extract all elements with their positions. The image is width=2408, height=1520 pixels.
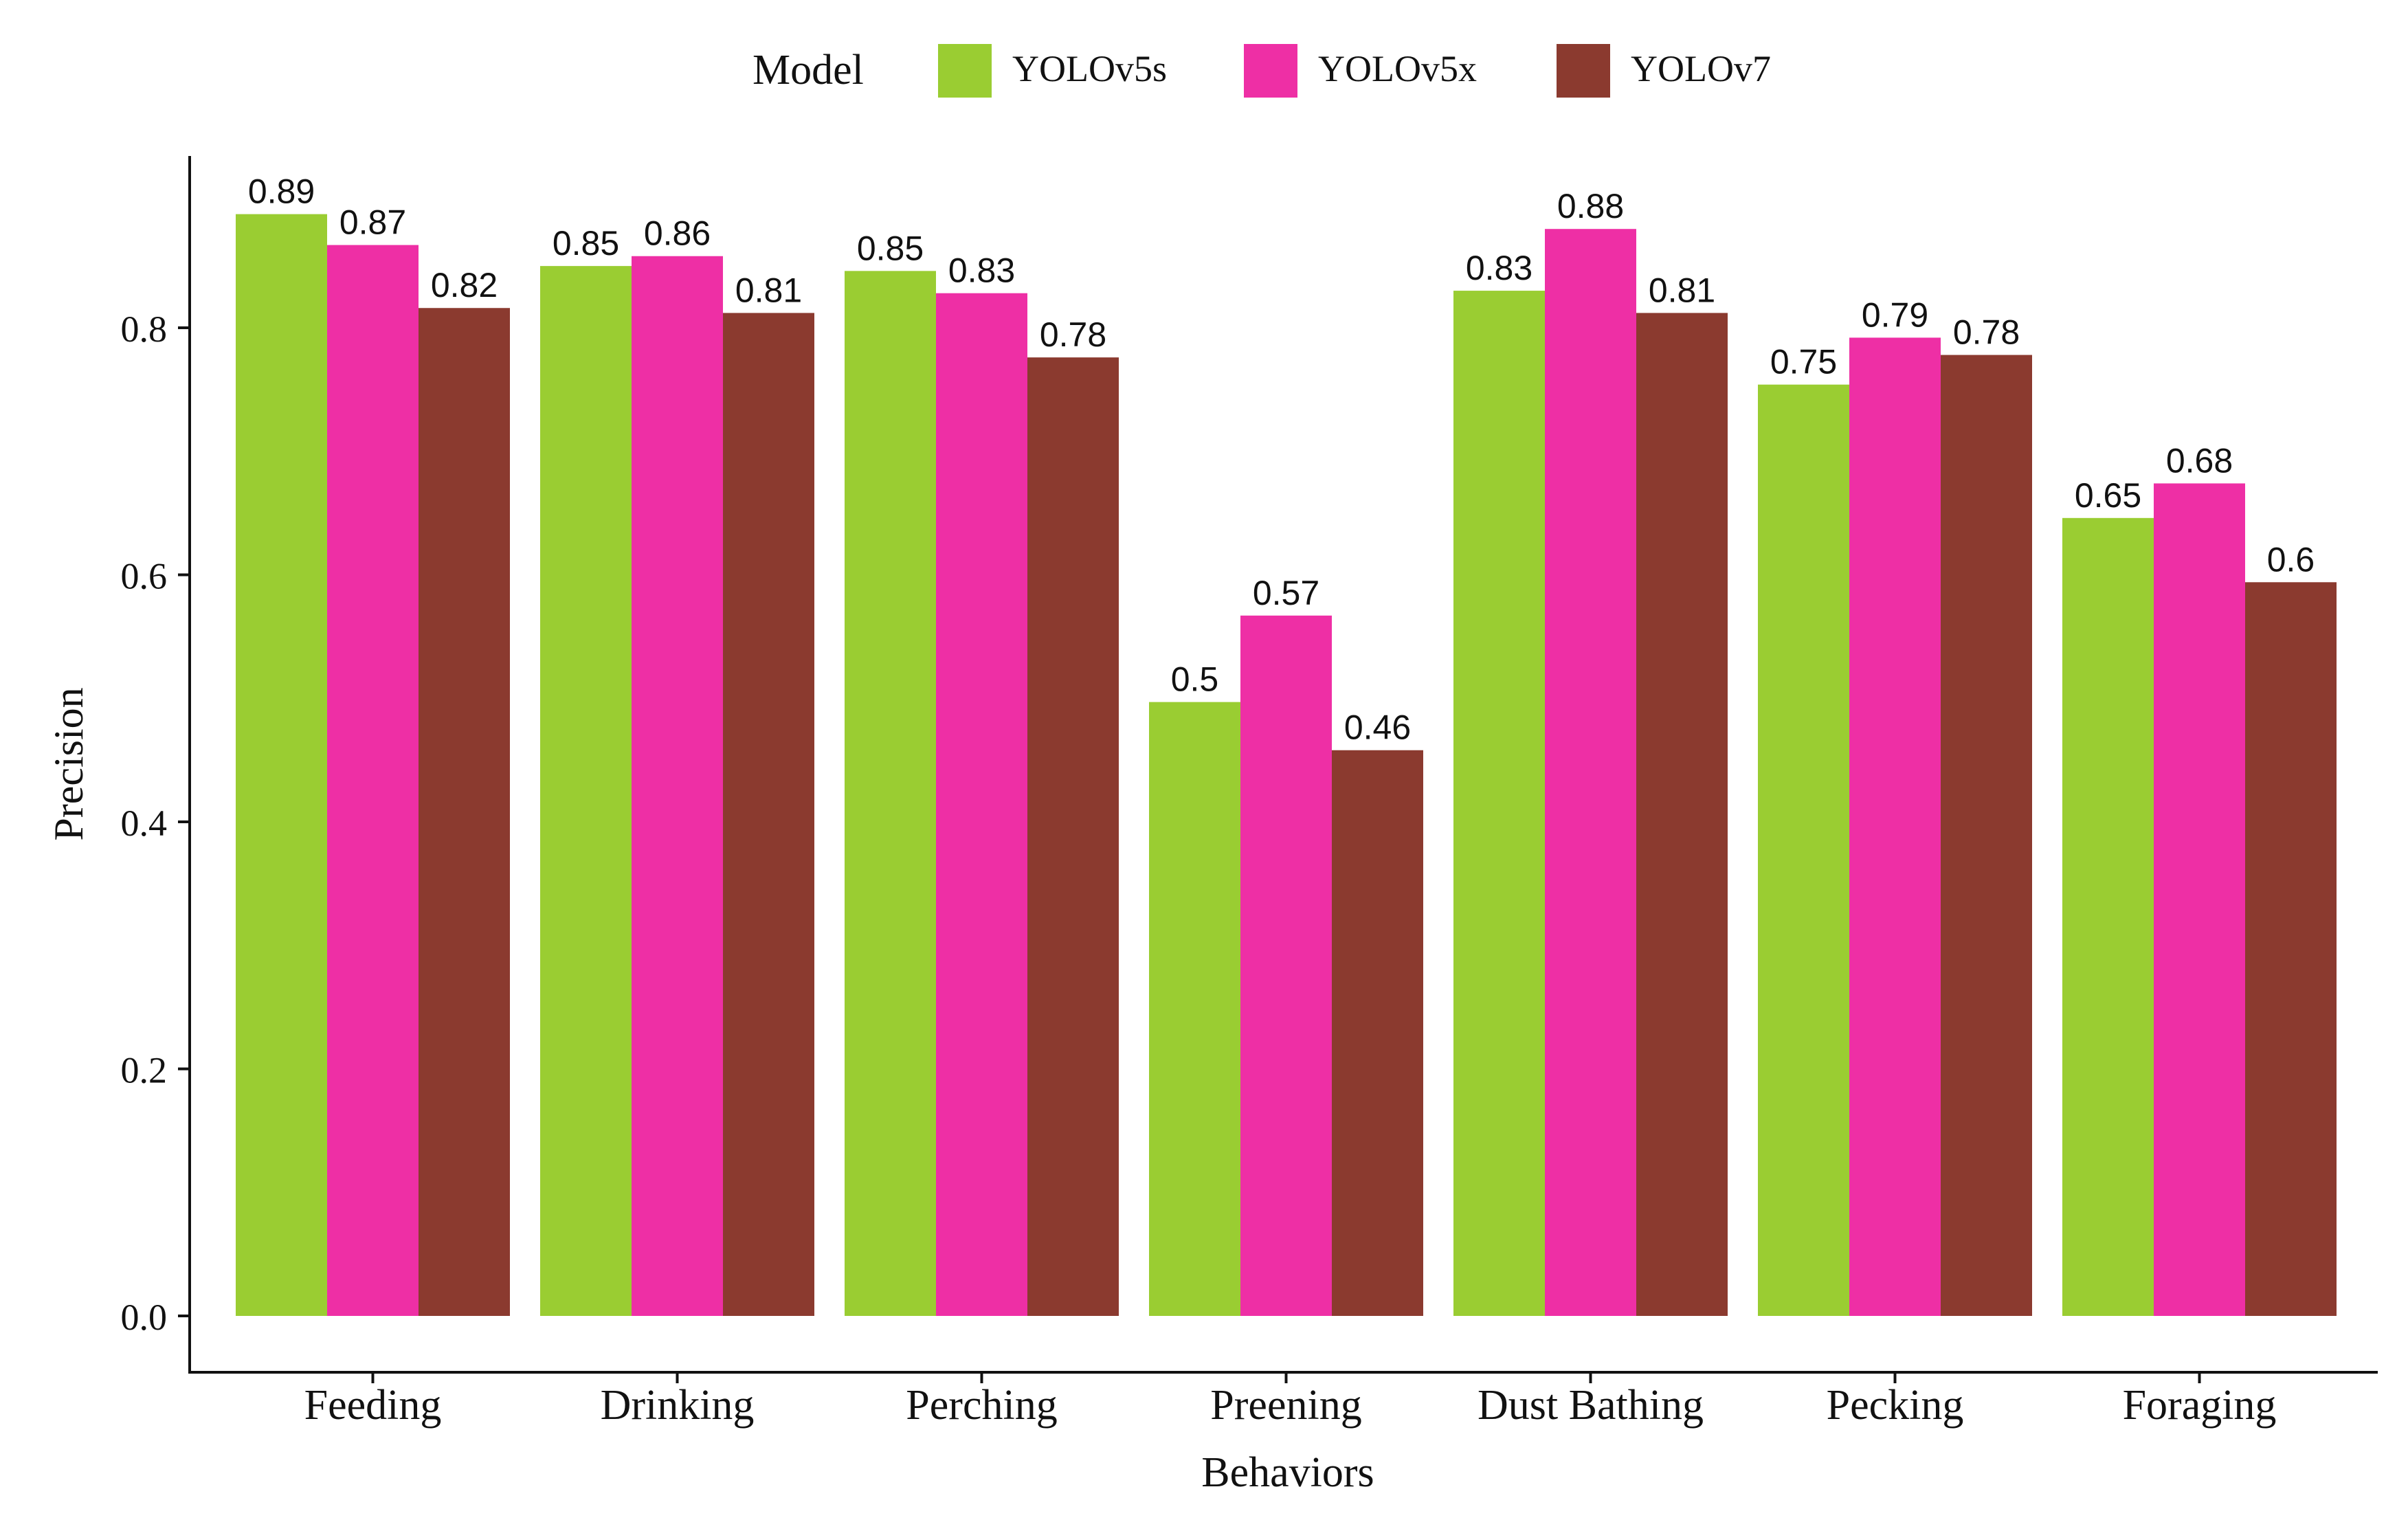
data-label-yolov5x-pecking: 0.79 bbox=[1862, 295, 1928, 334]
data-label-yolov5x-foraging: 0.68 bbox=[2166, 441, 2233, 480]
data-label-yolov5s-dust-bathing: 0.83 bbox=[1466, 249, 1532, 287]
y-axis: 0.0 0.2 0.4 0.6 0.8 bbox=[121, 156, 191, 1372]
data-label-yolov5x-preening: 0.57 bbox=[1253, 574, 1319, 612]
bar-yolov5x-foraging bbox=[2154, 483, 2245, 1316]
data-label-yolov5x-perching: 0.83 bbox=[948, 252, 1015, 290]
data-label-yolov5s-preening: 0.5 bbox=[1171, 660, 1219, 699]
bar-yolov5s-perching bbox=[845, 271, 936, 1317]
x-tick-label-drinking: Drinking bbox=[601, 1382, 755, 1429]
bar-yolov5s-dust-bathing bbox=[1453, 291, 1545, 1317]
bar-yolov5s-drinking bbox=[540, 266, 632, 1316]
x-axis: Feeding Drinking Perching Preening Dust Bath… bbox=[188, 1371, 2378, 1429]
data-label-yolov5x-dust-bathing: 0.88 bbox=[1557, 187, 1624, 225]
y-tick-label: 0.6 bbox=[121, 556, 168, 597]
legend-swatch-yolov5s bbox=[938, 44, 992, 98]
legend-title: Model bbox=[752, 47, 864, 93]
bar-yolov7-foraging bbox=[2245, 582, 2337, 1317]
legend-swatch-yolov7 bbox=[1557, 44, 1610, 98]
data-label-yolov7-feeding: 0.82 bbox=[431, 266, 498, 304]
legend-label-yolov5x: YOLOv5x bbox=[1318, 48, 1477, 89]
bar-yolov5s-feeding bbox=[236, 214, 327, 1316]
bar-yolov7-dust-bathing bbox=[1636, 313, 1728, 1317]
y-axis-title: Precision bbox=[46, 687, 91, 840]
bar-yolov5s-pecking bbox=[1758, 384, 1849, 1316]
bar-yolov5x-dust-bathing bbox=[1545, 229, 1636, 1317]
y-tick-label: 0.4 bbox=[121, 803, 168, 844]
bar-yolov5x-pecking bbox=[1849, 337, 1941, 1316]
bar-yolov7-drinking bbox=[723, 313, 814, 1317]
data-label-yolov5s-foraging: 0.65 bbox=[2075, 476, 2141, 515]
y-tick-label: 0.8 bbox=[121, 309, 168, 350]
y-tick-label: 0.2 bbox=[121, 1050, 168, 1091]
x-tick-label-foraging: Foraging bbox=[2123, 1382, 2277, 1429]
data-label-yolov5s-pecking: 0.75 bbox=[1770, 343, 1837, 381]
bar-yolov5x-drinking bbox=[632, 256, 723, 1316]
legend: Model YOLOv5s YOLOv5x YOLOv7 bbox=[752, 44, 1771, 98]
bar-yolov5s-foraging bbox=[2062, 517, 2154, 1317]
data-label-yolov7-perching: 0.78 bbox=[1040, 315, 1106, 354]
data-label-yolov7-pecking: 0.78 bbox=[1953, 313, 2020, 352]
x-tick-label-preening: Preening bbox=[1210, 1382, 1361, 1429]
x-axis-title: Behaviors bbox=[1201, 1449, 1374, 1496]
bar-yolov5x-feeding bbox=[327, 245, 419, 1316]
bar-yolov5s-preening bbox=[1149, 702, 1240, 1316]
x-tick-label-dust-bathing: Dust Bathing bbox=[1478, 1382, 1704, 1429]
data-label-yolov5x-drinking: 0.86 bbox=[644, 214, 711, 253]
data-label-yolov7-foraging: 0.6 bbox=[2267, 540, 2315, 579]
x-tick-label-perching: Perching bbox=[906, 1382, 1057, 1429]
data-label-yolov5s-drinking: 0.85 bbox=[553, 224, 619, 262]
data-label-yolov7-drinking: 0.81 bbox=[735, 271, 802, 309]
bar-yolov7-perching bbox=[1027, 357, 1119, 1316]
data-label-yolov5s-perching: 0.85 bbox=[857, 229, 924, 267]
legend-label-yolov5s: YOLOv5s bbox=[1012, 48, 1167, 89]
bar-yolov7-pecking bbox=[1941, 355, 2032, 1317]
bars bbox=[236, 214, 2337, 1317]
bar-yolov7-feeding bbox=[419, 308, 510, 1316]
legend-swatch-yolov5x bbox=[1244, 44, 1297, 98]
bar-yolov5x-perching bbox=[936, 293, 1027, 1316]
data-label-yolov5s-feeding: 0.89 bbox=[248, 172, 315, 211]
x-tick-label-pecking: Pecking bbox=[1827, 1382, 1964, 1429]
bar-yolov5x-preening bbox=[1240, 615, 1332, 1316]
data-label-yolov7-dust-bathing: 0.81 bbox=[1649, 271, 1715, 309]
data-label-yolov7-preening: 0.46 bbox=[1344, 708, 1411, 747]
x-tick-label-feeding: Feeding bbox=[304, 1382, 442, 1429]
value-labels: 0.89 0.87 0.82 0.85 0.86 0.81 0.85 0.83 0.78 0.5 0… bbox=[248, 172, 2315, 747]
legend-label-yolov7: YOLOv7 bbox=[1631, 48, 1771, 89]
data-label-yolov5x-feeding: 0.87 bbox=[339, 203, 406, 242]
bar-yolov7-preening bbox=[1332, 750, 1423, 1316]
y-tick-label: 0.0 bbox=[121, 1297, 168, 1338]
